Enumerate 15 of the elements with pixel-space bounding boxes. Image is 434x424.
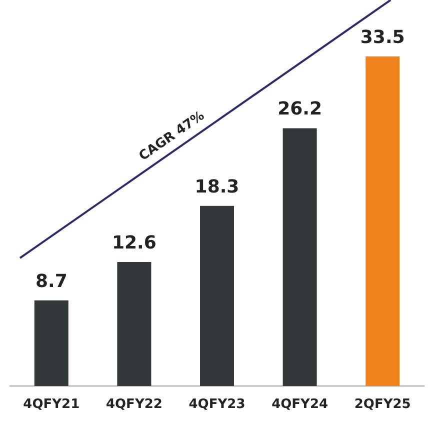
data-label: 18.3 (194, 176, 240, 198)
bar (34, 300, 68, 386)
data-label: 33.5 (360, 26, 405, 48)
x-tick-label: 2QFY25 (354, 397, 411, 412)
data-label: 8.7 (35, 270, 68, 292)
x-tick-label: 4QFY22 (106, 397, 162, 412)
bar (366, 56, 400, 386)
data-label: 12.6 (112, 232, 156, 254)
x-tick-label: 4QFY21 (23, 397, 80, 412)
bar (117, 262, 152, 386)
bar (200, 206, 234, 386)
data-label: 26.2 (278, 98, 322, 120)
x-tick-label: 4QFY23 (188, 397, 246, 412)
bar (282, 128, 317, 386)
x-tick-label: 4QFY24 (272, 397, 328, 412)
